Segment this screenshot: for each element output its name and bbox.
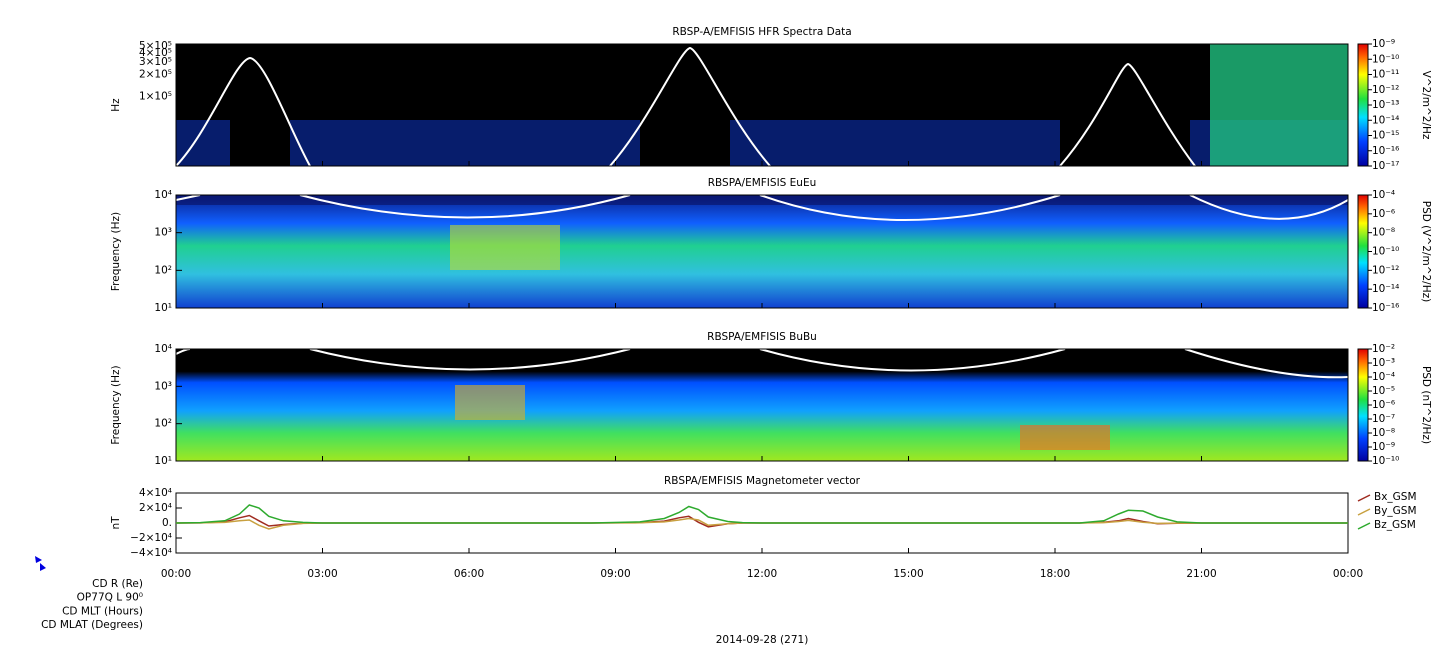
colorbar-tick-label: 10⁻⁴ [1372,189,1395,201]
ephemeris-label: CD R (Re) [92,578,143,590]
colorbar-tick-label: 10⁻¹⁰ [1372,53,1399,65]
colorbar-tick-label: 10⁻¹⁶ [1372,302,1399,314]
ephemeris-label: OP77Q L 90⁰ [77,592,143,604]
legend-label: Bz_GSM [1374,519,1416,531]
x-tick-label: 09:00 [600,568,630,580]
chart-title: RBSPA/EMFISIS Magnetometer vector [664,475,861,487]
chart-title: RBSP-A/EMFISIS HFR Spectra Data [672,26,851,38]
y-axis-label: Frequency (Hz) [110,365,122,444]
x-tick-label: 03:00 [307,568,337,580]
colorbar-tick-label: 10⁻¹⁵ [1372,130,1399,142]
legend-swatch [1357,508,1371,516]
y-axis-label: Frequency (Hz) [110,212,122,291]
x-tick-label: 00:00 [161,568,191,580]
colorbar-tick-label: 10⁻² [1372,343,1395,355]
colorbar-label: PSD (V^2/m^2/Hz) [1420,201,1432,302]
colorbar-tick-label: 10⁻¹³ [1372,99,1399,111]
colorbar-tick-label: 10⁻¹⁷ [1372,160,1399,172]
y-tick-label: 0. [162,517,172,529]
y-tick-label: 1×10⁵ [139,91,172,103]
colorbar-tick-label: 10⁻⁸ [1372,227,1395,239]
colorbar-tick-label: 10⁻⁵ [1372,385,1395,397]
ephemeris-label: CD MLT (Hours) [62,605,143,617]
spectrogram-image [175,44,1349,461]
colorbar-tick-label: 10⁻⁶ [1372,208,1395,220]
colorbar-tick-label: 10⁻⁸ [1372,427,1395,439]
colorbar-tick-label: 10⁻¹² [1372,264,1399,276]
legend-swatch [1357,522,1371,530]
y-tick-label: 3×10⁵ [139,56,172,68]
colorbar-label: PSD (nT^2/Hz) [1420,366,1432,444]
y-tick-label: 10² [154,418,172,430]
y-tick-label: 10⁴ [154,343,172,355]
x-tick-label: 15:00 [893,568,923,580]
colorbar-tick-label: 10⁻¹⁴ [1372,283,1399,295]
series-line [175,514,1348,528]
colorbar-tick-label: 10⁻¹⁴ [1372,114,1399,126]
y-tick-label: 10² [154,264,172,276]
y-tick-label: −2×10⁴ [130,532,172,544]
y-tick-label: 4×10⁵ [139,47,172,59]
colorbar [1357,348,1369,462]
y-tick-label: 10³ [154,227,172,239]
colorbar-tick-label: 10⁻⁹ [1372,38,1395,50]
colorbar [1357,43,1369,167]
y-tick-label: 10¹ [154,302,172,314]
y-tick-label: −4×10⁴ [130,547,172,559]
x-tick-label: 21:00 [1186,568,1216,580]
colorbar-tick-label: 10⁻¹⁶ [1372,145,1399,157]
y-tick-label: 2×10⁵ [139,69,172,81]
colorbar-tick-label: 10⁻¹⁰ [1372,455,1399,467]
orbit-marker [35,556,46,571]
colorbar-tick-label: 10⁻¹¹ [1372,69,1399,81]
y-tick-label: 2×10⁴ [139,502,172,514]
colorbar-tick-label: 10⁻¹⁰ [1372,246,1399,258]
colorbar-label: V^2/m^2/Hz [1420,71,1432,140]
colorbar [1357,194,1369,309]
colorbar-tick-label: 10⁻⁶ [1372,399,1395,411]
legend-label: By_GSM [1374,505,1417,517]
colorbar-tick-label: 10⁻⁹ [1372,441,1395,453]
chart-title: RBSPA/EMFISIS BuBu [707,331,817,343]
series-line [175,517,1348,530]
ephemeris-label: CD MLAT (Degrees) [41,619,143,631]
y-tick-label: 10¹ [154,455,172,467]
chart-title: RBSPA/EMFISIS EuEu [708,177,817,189]
x-tick-label: 18:00 [1040,568,1070,580]
legend-label: Bx_GSM [1374,491,1417,503]
colorbar-tick-label: 10⁻⁴ [1372,371,1395,383]
colorbar-tick-label: 10⁻¹² [1372,84,1399,96]
y-tick-label: 5×10⁵ [139,40,172,52]
y-axis-label: nT [110,516,122,530]
x-axis-label: 2014-09-28 (271) [716,634,809,646]
colorbar-tick-label: 10⁻³ [1372,357,1395,369]
series-line [175,504,1348,524]
y-tick-label: 4×10⁴ [139,487,172,499]
y-tick-label: 10⁴ [154,189,172,201]
legend-swatch [1357,494,1371,502]
x-tick-label: 12:00 [747,568,777,580]
y-tick-label: 10³ [154,380,172,392]
y-axis-label: Hz [110,98,122,112]
colorbar-tick-label: 10⁻⁷ [1372,413,1395,425]
x-tick-label: 06:00 [454,568,484,580]
x-tick-label: 00:00 [1333,568,1363,580]
